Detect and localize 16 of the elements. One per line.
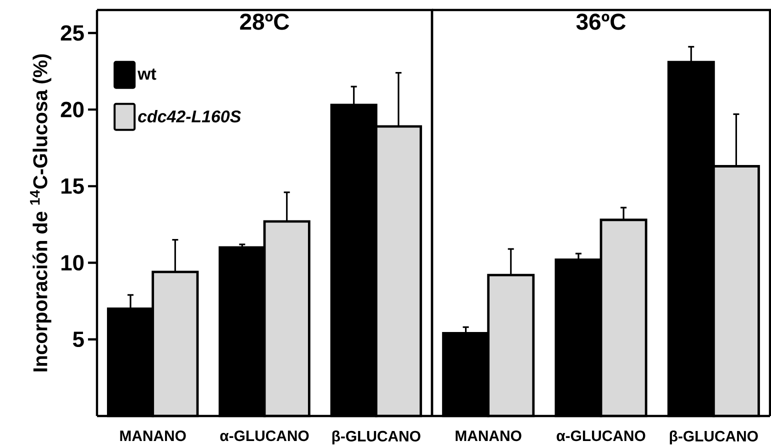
x-tick-label: α-GLUCANO bbox=[220, 430, 309, 442]
legend-label: cdc42-L160S bbox=[138, 110, 241, 122]
x-tick-label: MANANO bbox=[456, 430, 522, 442]
legend-label: wt bbox=[138, 68, 156, 80]
x-tick-label: MANANO bbox=[120, 430, 186, 442]
x-tick-label: α-GLUCANO bbox=[556, 430, 646, 442]
chart-title: 28ºC bbox=[240, 14, 290, 30]
y-tick-label: 25 bbox=[60, 25, 84, 41]
y-tick-label: 20 bbox=[60, 102, 84, 118]
y-tick-label: 5 bbox=[72, 332, 84, 348]
y-axis-title: Incorporación de $^{14}$C-Glucosa (%) bbox=[30, 54, 52, 372]
x-tick-label: β-GLUCANO bbox=[670, 430, 758, 444]
x-tick-label: β-GLUCANO bbox=[332, 430, 420, 444]
y-tick-label: 10 bbox=[61, 255, 84, 271]
chart-title: 36ºC bbox=[576, 14, 626, 30]
y-tick-label: 15 bbox=[61, 178, 84, 194]
